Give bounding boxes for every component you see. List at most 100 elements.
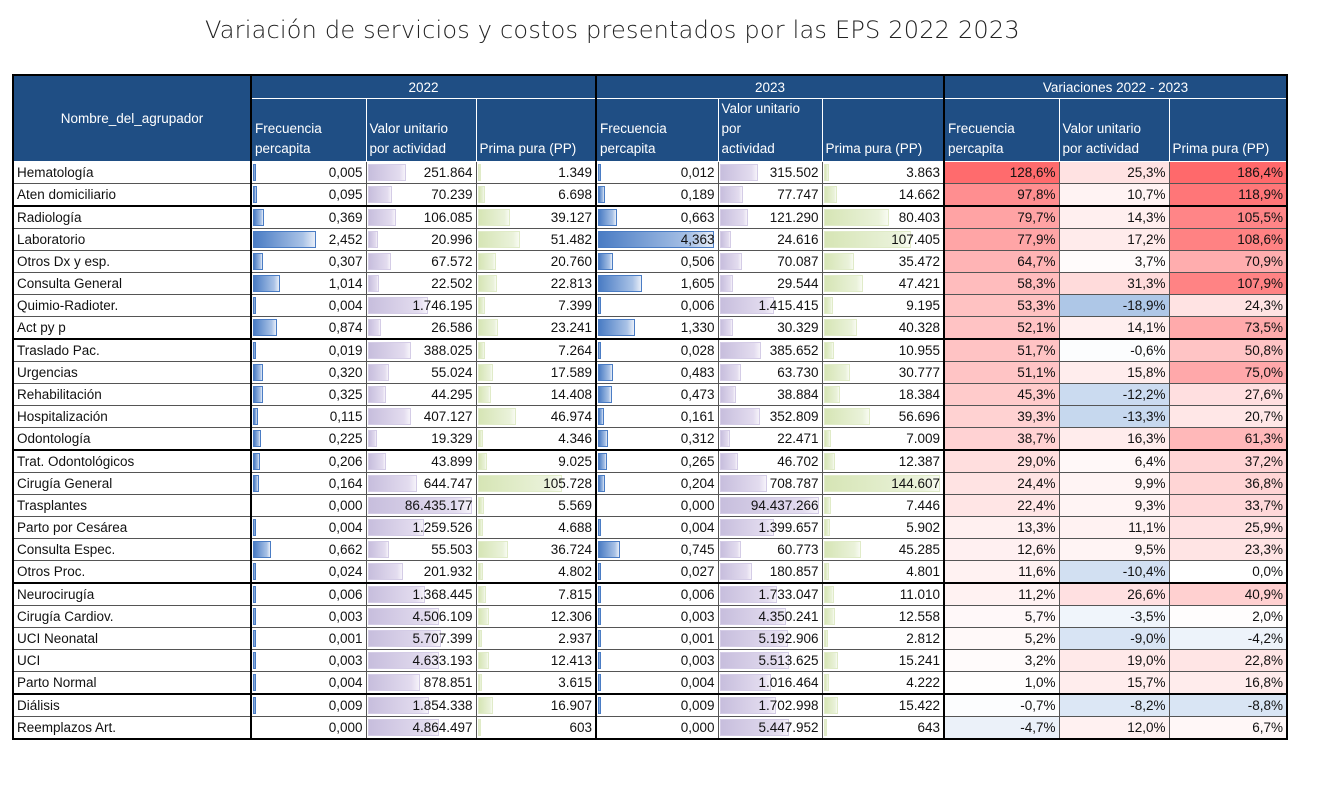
page-title: Variación de servicios y costos presenta…	[205, 16, 1020, 44]
cell-value: 14.408	[550, 387, 592, 402]
data-bar	[477, 719, 481, 736]
cell-value: 0,004	[680, 675, 715, 690]
cell-value: 4,363	[680, 232, 715, 247]
cell-v23: 94.437.266	[717, 494, 823, 517]
cell-value: 0,001	[328, 631, 363, 646]
cell-value: 105.728	[543, 476, 592, 491]
data-bar	[477, 652, 490, 669]
cell-value: 9,3%	[1134, 498, 1166, 513]
cell-value: 1.746.195	[412, 298, 473, 313]
cell-p23: 7.446	[821, 494, 945, 517]
data-bar	[598, 164, 602, 181]
cell-value: 6,7%	[1252, 720, 1283, 735]
column-header-line1: Valor unitario por	[721, 101, 801, 136]
data-bar	[823, 386, 841, 403]
cell-vf: 45,3%	[943, 383, 1060, 406]
cell-vp: 118,9%	[1168, 183, 1288, 207]
group-header-2022: 2022	[250, 74, 597, 99]
data-bar	[253, 408, 258, 425]
cell-p23: 10.955	[821, 338, 945, 362]
cell-p23: 35.472	[821, 250, 945, 273]
cell-value: 7.009	[906, 431, 940, 446]
cell-vf: 11,6%	[943, 560, 1060, 584]
cell-f22: 0,164	[250, 472, 367, 495]
cell-vv: -13,3%	[1058, 405, 1170, 428]
cell-value: 9.195	[906, 298, 940, 313]
data-bar	[598, 297, 602, 314]
column-header-line2: percapita	[948, 141, 1004, 156]
data-bar	[823, 475, 940, 492]
row-label: Otros Dx y esp.	[12, 250, 252, 273]
cell-p23: 5.902	[821, 516, 945, 539]
cell-value: 13,3%	[1017, 520, 1056, 535]
cell-f23: 4,363	[595, 228, 719, 251]
cell-value: 51,7%	[1017, 343, 1056, 358]
cell-vp: 25,9%	[1168, 516, 1288, 539]
cell-p22: 4.802	[475, 560, 597, 584]
data-bar	[477, 231, 520, 248]
cell-value: 40,9%	[1244, 587, 1283, 602]
cell-p23: 80.403	[821, 205, 945, 229]
cell-f22: 0,320	[250, 361, 367, 384]
cell-value: 39.127	[550, 210, 592, 225]
cell-vp: 107,9%	[1168, 272, 1288, 295]
data-bar	[367, 319, 381, 336]
cell-value: 105,5%	[1237, 210, 1283, 225]
cell-value: 50,8%	[1244, 343, 1283, 358]
data-bar	[823, 697, 838, 714]
data-bar	[367, 342, 411, 359]
cell-value: 385.652	[769, 343, 819, 358]
cell-v23: 385.652	[717, 338, 823, 362]
cell-f22: 0,325	[250, 383, 367, 406]
cell-value: 0,874	[328, 320, 363, 335]
cell-v22: 1.368.445	[365, 582, 477, 606]
cell-f22: 0,019	[250, 338, 367, 362]
data-bar	[719, 475, 768, 492]
cell-value: 0,003	[328, 653, 363, 668]
table-row: Hospitalización 0,115 407.127 46.974 0,161 35…	[12, 405, 1288, 428]
cell-value: 5.707.399	[412, 631, 473, 646]
cell-p22: 4.688	[475, 516, 597, 539]
cell-vp: 0,0%	[1168, 560, 1288, 584]
cell-f22: 0,001	[250, 627, 367, 650]
cell-value: 4.506.109	[412, 609, 473, 624]
cell-value: 5.513.625	[758, 653, 819, 668]
cell-vv: 9,5%	[1058, 538, 1170, 561]
cell-value: 60.773	[777, 542, 819, 557]
cell-value: 0,004	[680, 520, 715, 535]
cell-value: 22.502	[431, 276, 473, 291]
cell-value: 0,019	[328, 343, 363, 358]
cell-value: 0,265	[680, 454, 715, 469]
column-header-line2: Prima pura (PP)	[479, 141, 577, 156]
cell-value: 0,483	[680, 365, 715, 380]
data-bar	[477, 297, 486, 314]
cell-value: -8,2%	[1130, 698, 1166, 713]
cell-f23: 0,000	[595, 716, 719, 740]
row-header: Nombre_del_agrupador	[12, 74, 252, 162]
group-header-variaciones: Variaciones 2022 - 2023	[943, 74, 1288, 99]
data-bar	[598, 209, 618, 226]
table-row: Radiología 0,369 106.085 39.127 0,663 121.290…	[12, 205, 1288, 229]
cell-value: 86.435.177	[404, 498, 473, 513]
row-label: Parto por Cesárea	[12, 516, 252, 539]
cell-value: 15.241	[898, 653, 940, 668]
cell-f23: 0,027	[595, 560, 719, 584]
cell-v22: 5.707.399	[365, 627, 477, 650]
data-bar	[823, 586, 835, 603]
cell-f23: 0,001	[595, 627, 719, 650]
cell-value: 9,9%	[1134, 476, 1166, 491]
cell-value: 603	[569, 720, 592, 735]
data-bar	[598, 319, 635, 336]
cell-value: 0,115	[329, 409, 363, 424]
cell-p22: 12.413	[475, 649, 597, 672]
cell-value: 1.854.338	[412, 698, 473, 713]
cell-value: 0,006	[680, 298, 715, 313]
data-bar	[477, 697, 493, 714]
cell-vf: 5,7%	[943, 605, 1060, 628]
data-bar	[477, 586, 486, 603]
cell-value: 0,189	[680, 187, 715, 202]
row-label: UCI Neonatal	[12, 627, 252, 650]
cell-value: 7.446	[906, 498, 940, 513]
cell-v23: 70.087	[717, 250, 823, 273]
cell-v22: 1.746.195	[365, 294, 477, 317]
